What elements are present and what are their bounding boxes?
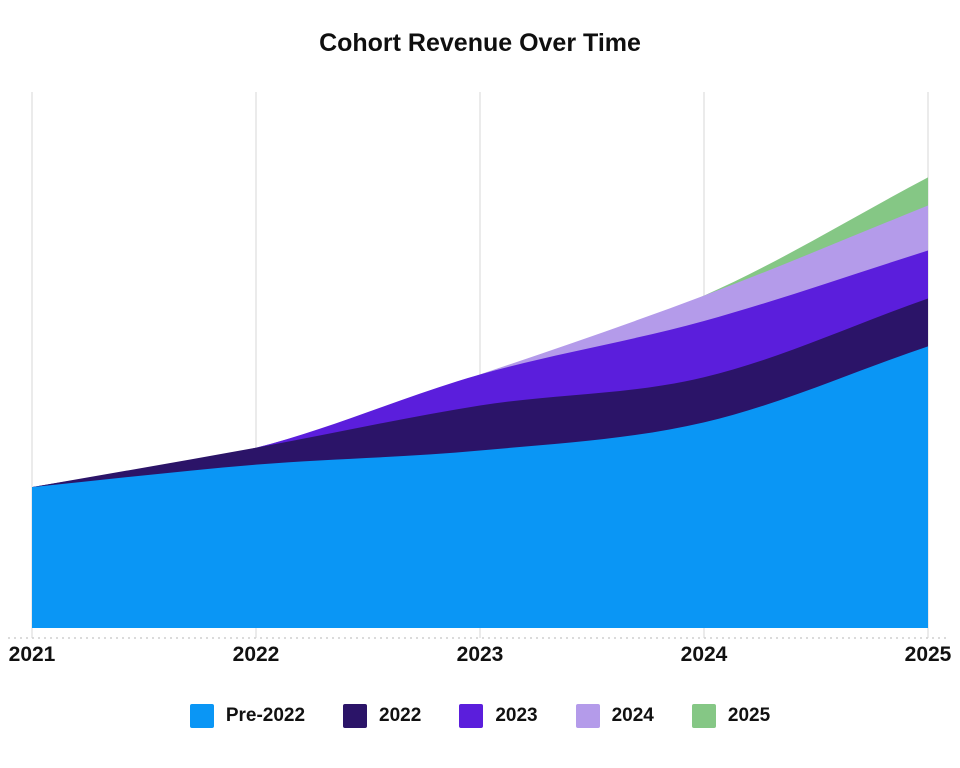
chart-title: Cohort Revenue Over Time <box>319 29 641 57</box>
legend-item-2023[interactable]: 2023 <box>459 704 538 728</box>
legend-swatch-pre-2022 <box>189 704 214 728</box>
legend-swatch-2022 <box>343 704 368 728</box>
x-tick-label-2023: 2023 <box>456 643 504 666</box>
legend-swatch-2025 <box>691 704 716 728</box>
legend-item-2022[interactable]: 2022 <box>343 704 421 728</box>
legend-label: 2024 <box>611 705 654 726</box>
legend-label: 2022 <box>379 705 422 726</box>
x-tick-label-2022: 2022 <box>232 643 280 666</box>
legend-item-2025[interactable]: 2025 <box>691 704 771 728</box>
legend-item-2024[interactable]: 2024 <box>575 704 654 728</box>
legend-item-pre-2022[interactable]: Pre-2022 <box>189 704 306 728</box>
legend-label: 2023 <box>495 705 538 726</box>
legend: Pre-2022 2022 2023 2024 2025 <box>0 704 960 728</box>
legend-label: Pre-2022 <box>225 705 306 726</box>
legend-swatch-2024 <box>575 704 600 728</box>
x-tick-label-2025: 2025 <box>904 643 952 666</box>
x-tick-label-2024: 2024 <box>680 643 728 666</box>
legend-label: 2025 <box>727 705 771 726</box>
legend-swatch-2023 <box>459 704 484 728</box>
x-tick-label-2021: 2021 <box>8 643 56 666</box>
